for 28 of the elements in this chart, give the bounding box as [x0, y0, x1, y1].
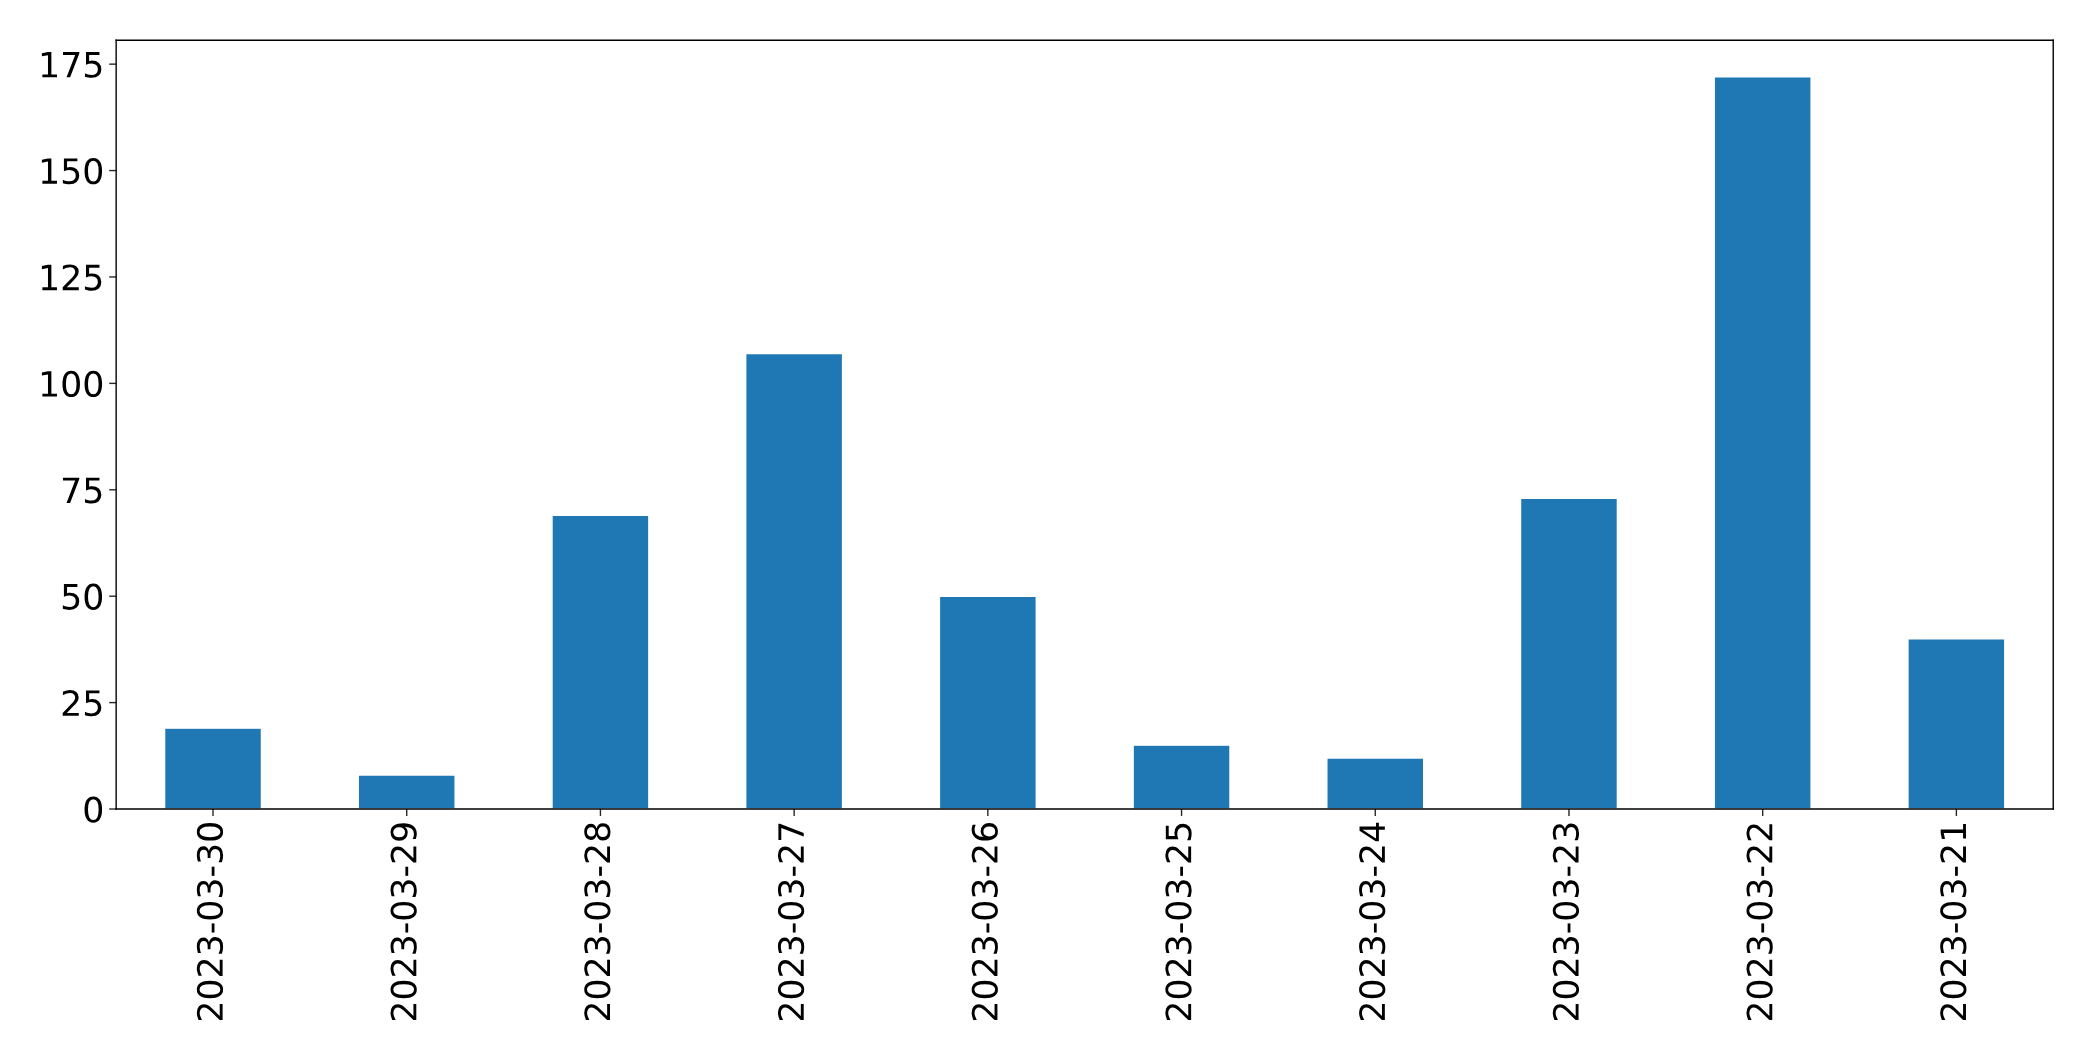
bar: [1132, 744, 1231, 810]
bar: [1907, 638, 2006, 810]
y-tick-label: 175: [41, 52, 102, 78]
bar: [551, 514, 650, 810]
bar: [745, 352, 844, 810]
y-tick-label: 75: [63, 477, 102, 504]
x-tick-label: 2023-03-26: [971, 823, 998, 1021]
bar: [1326, 757, 1425, 810]
x-tick-label: 2023-03-22: [1746, 824, 1773, 1021]
y-tick-label: 25: [62, 690, 102, 717]
x-tick-label: 2023-03-29: [390, 823, 417, 1021]
bar: [357, 774, 456, 810]
bar: [938, 595, 1037, 810]
y-tick-label: 0: [84, 796, 103, 823]
y-tick-label: 50: [62, 583, 103, 610]
x-tick-label: 2023-03-23: [1552, 823, 1580, 1021]
x-tick-label: 2023-03-24: [1359, 822, 1386, 1021]
bar: [1713, 76, 1812, 810]
x-tick-label: 2023-03-28: [584, 823, 611, 1021]
x-tick-label: 2023-03-25: [1165, 823, 1192, 1021]
bar: [163, 727, 263, 810]
y-tick-label: 125: [41, 264, 102, 291]
bar: [1519, 497, 1619, 810]
x-tick-label: 2023-03-21: [1940, 824, 1967, 1021]
x-tick-label: 2023-03-27: [777, 823, 805, 1021]
x-tick-label: 2023-03-30: [196, 823, 224, 1021]
y-tick-label: 150: [41, 157, 103, 185]
y-tick-label: 100: [41, 370, 103, 398]
